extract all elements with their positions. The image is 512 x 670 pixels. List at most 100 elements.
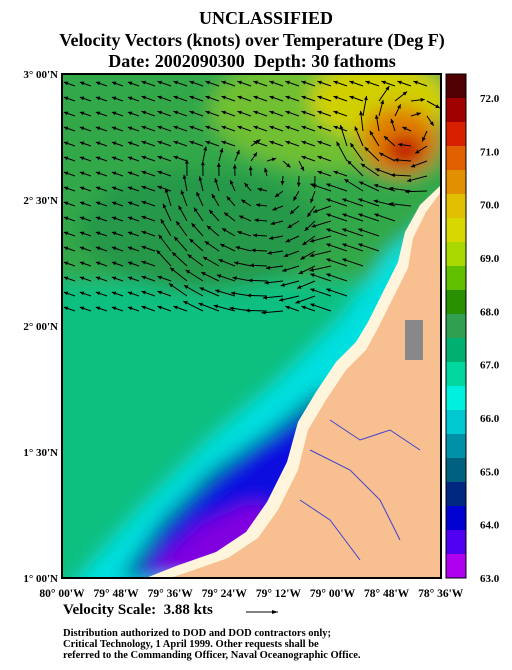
colorbar-label: 65.0	[480, 466, 500, 478]
vector-head	[297, 285, 302, 289]
vector-head	[310, 288, 315, 293]
vector-head	[402, 91, 408, 96]
vector-head	[141, 140, 146, 145]
y-label: 1° 30'N	[23, 447, 58, 459]
vector-head	[413, 80, 418, 85]
vector-head	[162, 203, 167, 209]
vector-head	[326, 288, 331, 293]
vector-head	[205, 140, 210, 145]
vector-head	[127, 96, 133, 101]
vector-head	[220, 243, 225, 248]
vector-head	[63, 111, 69, 116]
vector-head	[379, 152, 384, 157]
velocity-scale: Velocity Scale: 3.88 kts	[63, 602, 213, 618]
vector-head	[127, 201, 133, 206]
vector-head	[111, 276, 117, 281]
vector-head	[182, 174, 187, 180]
colorbar-swatch	[446, 362, 466, 387]
vector-head	[255, 203, 261, 208]
vector-head	[283, 253, 289, 258]
vector-head	[63, 306, 69, 311]
vector-head	[111, 291, 117, 296]
vector-head	[141, 80, 146, 85]
vector-head	[301, 305, 306, 310]
vector-head	[183, 285, 189, 289]
colorbar-swatch	[446, 266, 466, 291]
vector-head	[398, 142, 403, 147]
vector-head	[326, 258, 331, 263]
colorbar-swatch	[446, 122, 466, 147]
vector-head	[111, 231, 117, 236]
x-label: 79° 36'W	[148, 588, 194, 600]
vector-head	[246, 293, 251, 298]
vector-head	[394, 158, 399, 163]
title: UNCLASSIFIED	[199, 8, 333, 28]
vector-head	[127, 276, 133, 281]
vector-head	[389, 201, 394, 206]
vector-head	[95, 111, 101, 116]
vector-head	[95, 246, 101, 251]
vector-head	[226, 196, 231, 201]
colorbar-label: 64.0	[480, 520, 500, 532]
vector-head	[205, 110, 210, 115]
colorbar-label: 72.0	[480, 93, 500, 105]
vector-head	[111, 126, 117, 131]
vector-head	[157, 290, 162, 295]
vector-head	[302, 241, 307, 246]
vector-head	[229, 180, 234, 185]
vector-head	[310, 273, 315, 278]
vector-head	[307, 212, 312, 217]
vector-head	[336, 141, 341, 147]
vector-head	[141, 275, 146, 280]
vector-head	[141, 185, 146, 190]
vector-head	[359, 110, 364, 116]
vector-head	[141, 215, 146, 220]
vector-head	[289, 209, 295, 215]
vector-head	[301, 140, 306, 145]
vector-head	[141, 290, 146, 295]
vector-head	[360, 163, 366, 168]
vector-head	[127, 216, 133, 221]
vector-head	[170, 267, 175, 272]
vector-head	[141, 200, 146, 205]
vector-head	[173, 95, 178, 100]
vector-head	[232, 164, 237, 169]
vector-head	[375, 168, 380, 172]
vector-head	[422, 136, 426, 142]
vector-head	[285, 140, 290, 145]
vector-head	[232, 276, 237, 281]
colorbar-swatch	[446, 98, 466, 123]
vector-head	[221, 80, 226, 85]
vector-head	[349, 95, 354, 100]
vector-head	[63, 246, 69, 251]
vector-head	[127, 186, 133, 191]
vector-head	[63, 216, 69, 221]
vector-head	[157, 95, 162, 100]
vector-head	[79, 96, 85, 101]
colorbar-swatch	[446, 482, 466, 507]
vector-head	[79, 81, 85, 86]
vector-head	[344, 179, 349, 184]
vector-head	[269, 125, 274, 130]
x-label: 78° 36'W	[418, 588, 464, 600]
vector-head	[326, 213, 331, 218]
vector-head	[127, 111, 133, 116]
colorbar-swatch	[446, 338, 466, 363]
vector-head	[275, 193, 280, 197]
colorbar-label: 68.0	[480, 306, 500, 318]
vector-head	[95, 231, 101, 236]
vector-head	[176, 221, 181, 226]
vector-head	[79, 306, 85, 311]
vector-head	[296, 182, 301, 187]
vector-head	[282, 268, 287, 272]
vector-head	[173, 140, 178, 145]
vector-head	[187, 254, 192, 259]
vector-head	[397, 104, 401, 109]
vector-head	[285, 125, 290, 130]
vector-head	[271, 157, 277, 162]
vector-head	[199, 287, 205, 292]
vector-head	[191, 223, 196, 228]
colorbar-swatch	[446, 434, 466, 459]
vector-head	[63, 291, 69, 296]
colorbar-swatch	[446, 530, 466, 555]
